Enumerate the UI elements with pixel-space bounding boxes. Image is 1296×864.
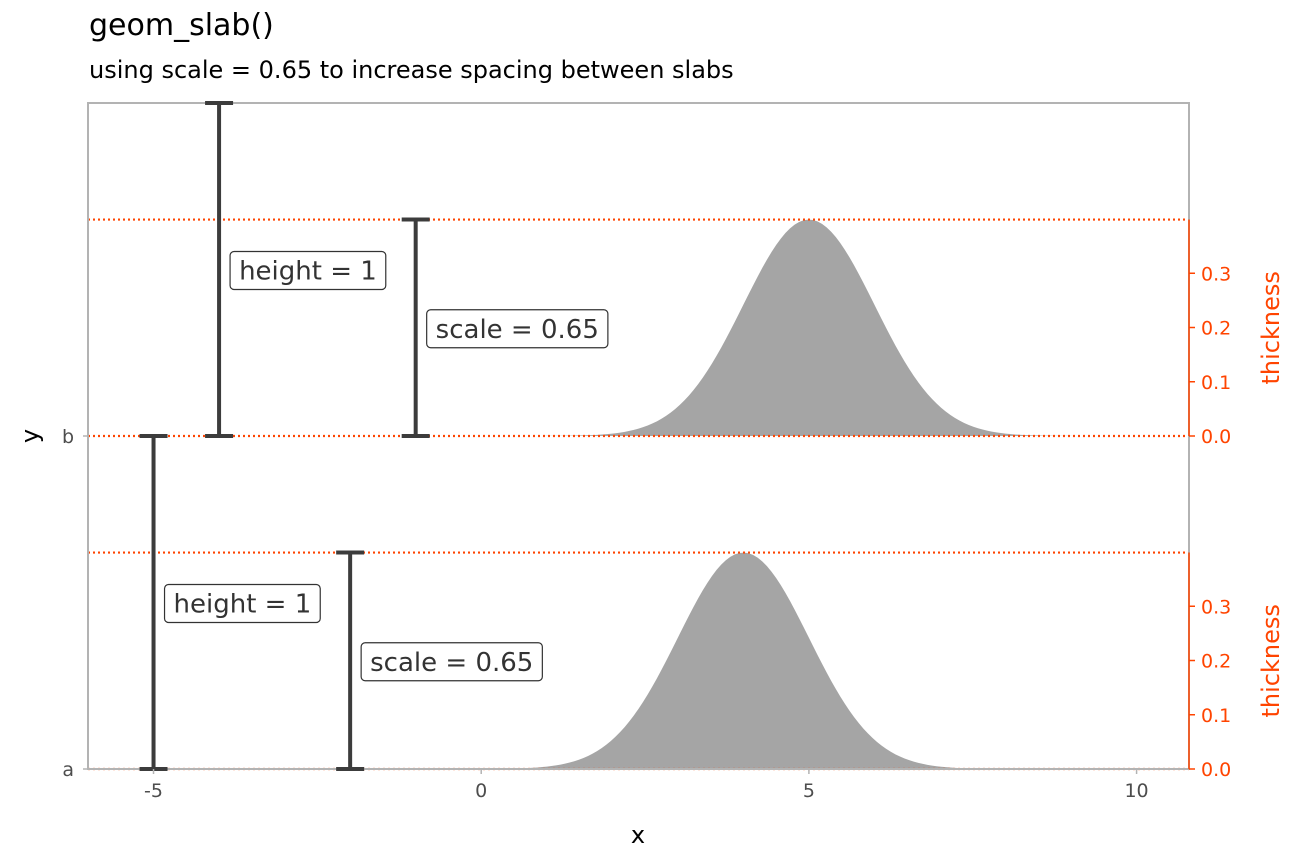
x-axis: -5 0 5 10 xyxy=(144,769,1149,802)
secondary-tick-label: 0.0 xyxy=(1201,759,1231,781)
guides-layer xyxy=(88,218,1189,771)
annotation-box xyxy=(163,583,321,624)
x-tick-label: 5 xyxy=(803,780,815,802)
x-axis-title: x xyxy=(631,821,645,849)
x-tick-label: -5 xyxy=(144,780,163,802)
annotation-text: height = 1 xyxy=(239,257,377,287)
annotation-text: scale = 0.65 xyxy=(370,648,533,678)
x-tick-label: 0 xyxy=(475,780,487,802)
slabs-layer xyxy=(88,219,1189,769)
secondary-axis-title: thickness xyxy=(1257,271,1285,384)
secondary-axis: 0.0 0.1 0.2 0.3 thickness 0.0 0.1 0.2 0.3 thickne… xyxy=(1188,219,1285,781)
y-tick-label: a xyxy=(62,759,74,781)
chart-subtitle: using scale = 0.65 to increase spacing b… xyxy=(89,56,734,84)
annotation-text: scale = 0.65 xyxy=(436,315,599,345)
x-tick-label: 10 xyxy=(1124,780,1148,802)
annotation-label: scale = 0.65 xyxy=(426,309,609,349)
labels-layer: height = 1 scale = 0.65 height = 1 scale = … xyxy=(163,250,609,682)
annotation-label: scale = 0.65 xyxy=(360,642,543,682)
secondary-tick-label: 0.0 xyxy=(1201,426,1231,448)
annotation-label: height = 1 xyxy=(163,583,321,624)
secondary-tick-label: 0.2 xyxy=(1201,651,1231,673)
slab-b xyxy=(88,219,1189,436)
annotation-label: height = 1 xyxy=(229,250,387,291)
annotation-box xyxy=(360,642,543,682)
y-tick-label: b xyxy=(62,426,74,448)
secondary-tick-label: 0.3 xyxy=(1201,596,1231,618)
secondary-tick-label: 0.2 xyxy=(1201,318,1231,340)
secondary-tick-label: 0.1 xyxy=(1201,705,1231,727)
y-axis-title: y xyxy=(16,429,44,443)
annotation-box xyxy=(426,309,609,349)
secondary-tick-label: 0.1 xyxy=(1201,372,1231,394)
annotation-box xyxy=(229,250,387,291)
secondary-axis-title: thickness xyxy=(1257,604,1285,717)
slab-a xyxy=(88,552,1189,769)
chart-title: geom_slab() xyxy=(89,8,274,43)
intervals-layer xyxy=(139,101,430,771)
annotation-text: height = 1 xyxy=(174,590,312,620)
secondary-tick-label: 0.3 xyxy=(1201,263,1231,285)
y-axis: ab xyxy=(62,426,88,781)
